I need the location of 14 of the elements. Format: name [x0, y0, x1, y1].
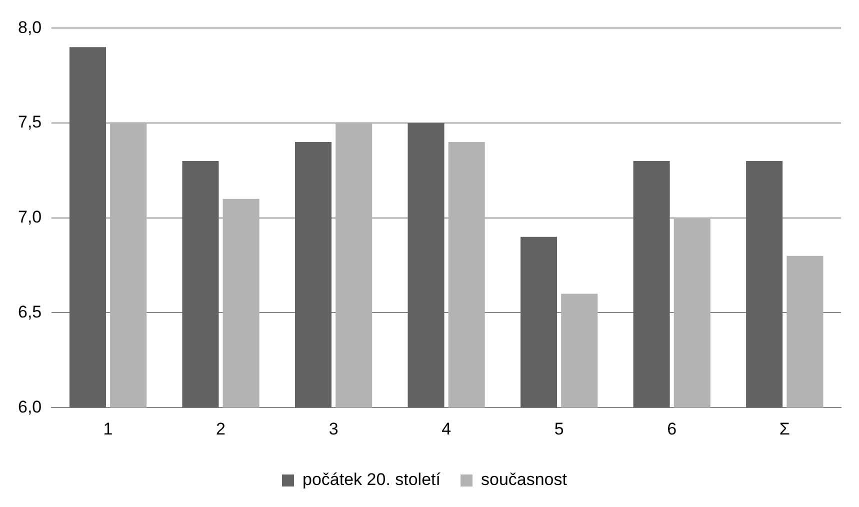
- x-tick-label: 5: [554, 419, 564, 438]
- legend-label: současnost: [480, 470, 568, 490]
- y-tick-label: 7,0: [18, 208, 42, 227]
- y-tick-label: 6,0: [18, 397, 42, 416]
- x-tick-label: 2: [216, 419, 226, 438]
- x-tick-label: Σ: [779, 419, 790, 438]
- x-tick-label: 6: [667, 419, 677, 438]
- y-tick-label: 8,0: [18, 18, 42, 37]
- x-tick-label: 3: [328, 419, 338, 438]
- x-tick-label: 1: [103, 419, 113, 438]
- legend-label: počátek 20. století: [302, 470, 441, 490]
- y-tick-label: 6,5: [18, 302, 42, 322]
- y-tick-label: 7,5: [18, 112, 42, 132]
- x-tick-label: 4: [442, 419, 452, 438]
